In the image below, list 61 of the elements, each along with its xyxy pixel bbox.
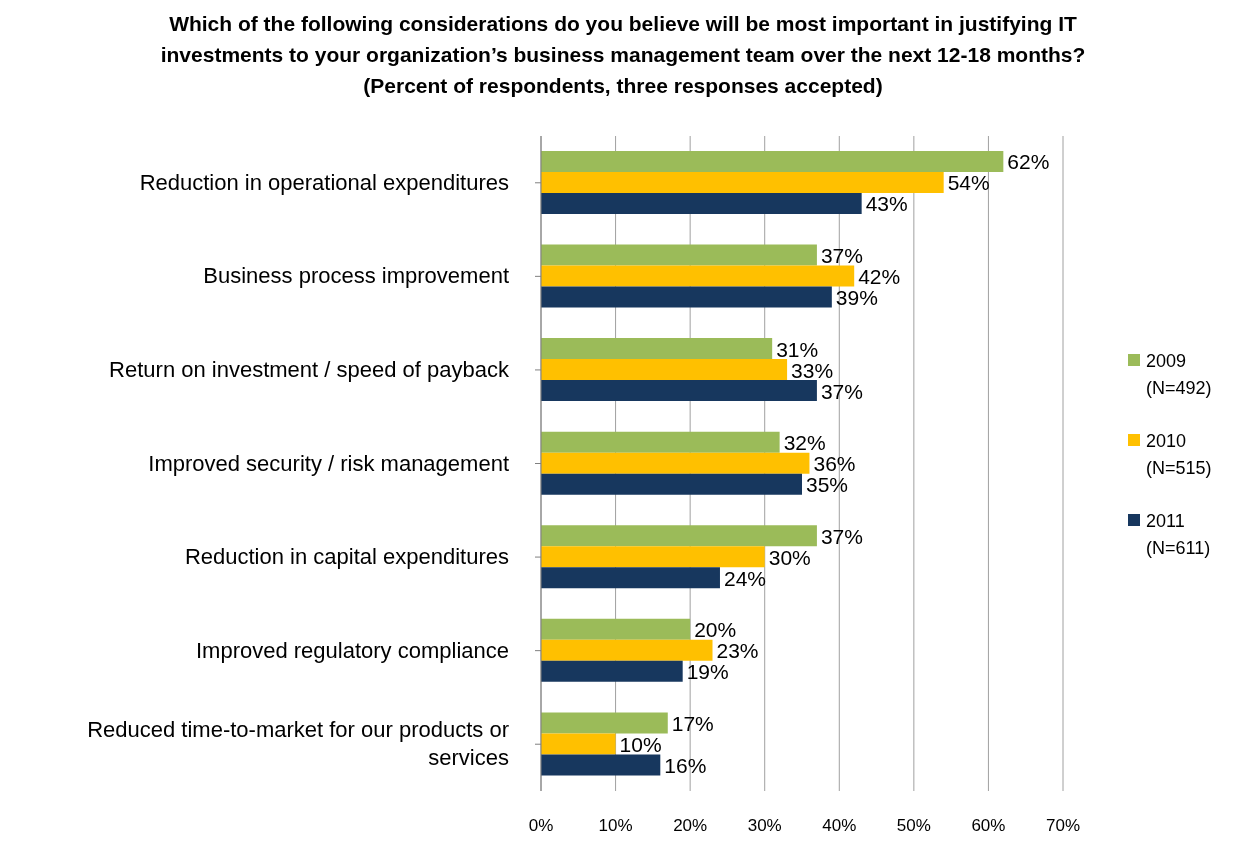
data-label: 37%	[820, 379, 863, 403]
data-label: 10%	[619, 732, 662, 756]
bar	[541, 754, 661, 776]
data-label: 23%	[716, 639, 759, 663]
data-label: 32%	[783, 431, 826, 455]
bar	[541, 192, 862, 214]
x-tick-label: 10%	[598, 816, 633, 836]
data-label: 33%	[791, 358, 834, 382]
bar	[541, 712, 668, 734]
bar	[541, 286, 832, 308]
bar	[541, 733, 616, 755]
bar	[541, 380, 817, 402]
x-tick-label: 60%	[971, 816, 1006, 836]
x-tick-label: 40%	[822, 816, 857, 836]
y-tick-label: Improved security / risk management	[147, 449, 510, 478]
data-label: 30%	[768, 545, 811, 569]
data-label: 16%	[664, 753, 707, 777]
data-label: 54%	[947, 171, 990, 195]
chart-title: Which of the following considerations do you believe will be most important in justifying IT investments to your organization’s business management team over the next 12-18 months? (Percent of respondents, three responses accepted)	[159, 11, 1087, 99]
y-tick-label: Business process improvement	[202, 262, 510, 291]
bar	[541, 452, 810, 474]
x-tick-label: 70%	[1045, 816, 1081, 836]
y-tick-label: Improved regulatory compliance	[194, 636, 510, 665]
data-label: 19%	[686, 660, 729, 684]
bar	[541, 525, 817, 547]
x-tick-label: 30%	[747, 816, 782, 836]
bar	[541, 265, 855, 287]
data-label: 43%	[865, 192, 908, 216]
bar	[541, 618, 691, 640]
bar	[541, 338, 773, 360]
data-label: 39%	[835, 286, 878, 310]
bar	[541, 244, 817, 266]
bar	[541, 546, 765, 568]
data-label: 36%	[813, 452, 856, 476]
data-label: 31%	[776, 337, 819, 361]
legend-label: 2009 (N=492)	[1146, 350, 1213, 400]
data-label: 37%	[820, 524, 863, 548]
bar	[541, 660, 683, 682]
y-tick-label: Reduction in capital expenditures	[183, 543, 510, 572]
legend-label: 2011 (N=611)	[1146, 510, 1212, 560]
x-tick-label: 20%	[673, 816, 708, 836]
x-tick-label: 0%	[528, 816, 554, 836]
bar	[541, 150, 1004, 172]
x-tick-label: 50%	[896, 816, 931, 836]
bar	[541, 431, 780, 453]
bar	[541, 473, 802, 495]
data-label: 20%	[694, 618, 737, 642]
y-tick-label: Return on investment / speed of payback	[108, 355, 510, 384]
y-tick-label: Reduction in operational expenditures	[138, 168, 510, 197]
data-label: 62%	[1007, 150, 1050, 174]
data-label: 37%	[820, 244, 863, 268]
bar	[541, 359, 788, 381]
data-label: 24%	[723, 566, 766, 590]
data-label: 35%	[806, 473, 849, 497]
bar	[541, 567, 720, 589]
legend-label: 2010 (N=515)	[1146, 430, 1213, 480]
bar	[541, 171, 944, 193]
bar	[541, 639, 713, 661]
data-label: 17%	[671, 711, 714, 735]
y-tick-label: Reduced time-to-market for our products or services	[86, 716, 510, 773]
data-label: 42%	[858, 265, 901, 289]
